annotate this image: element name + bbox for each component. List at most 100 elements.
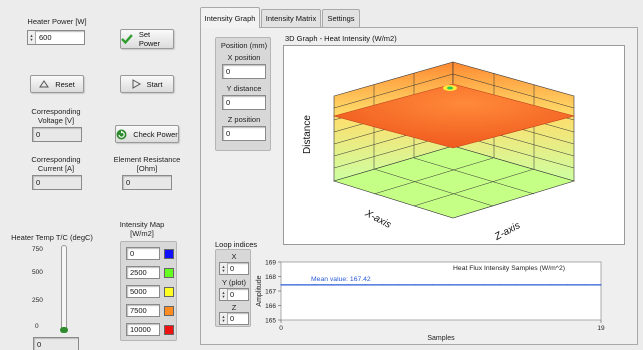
- current-label: Corresponding Current [A]: [20, 155, 92, 173]
- data-point: [482, 284, 484, 286]
- y-axis-label: Amplitude: [256, 275, 263, 306]
- tab-intensity-graph[interactable]: Intensity Graph: [200, 7, 260, 28]
- check-icon: [121, 34, 133, 44]
- temp-tick: 750: [32, 246, 43, 253]
- y-tick-label: 167: [265, 288, 276, 295]
- samples-chart[interactable]: 169 168 167 166 165 0 19 Heat Flux Intensity Sa…: [253, 254, 637, 344]
- voltage-indicator: 0: [32, 127, 82, 142]
- data-point: [398, 284, 400, 286]
- map-color-4[interactable]: [164, 325, 174, 335]
- data-point: [280, 284, 282, 286]
- tab-settings[interactable]: Settings: [322, 9, 360, 27]
- x-axis-label: Samples: [427, 335, 455, 342]
- intensity-map-label-line2: [W/m2]: [130, 229, 154, 238]
- y-tick-label: 166: [265, 303, 276, 310]
- map-value-0[interactable]: 0: [126, 247, 160, 260]
- data-point: [583, 284, 585, 286]
- tab-panel: Position (mm) X position 0 Y distance 0 …: [200, 27, 638, 345]
- data-point: [381, 284, 383, 286]
- start-button[interactable]: Start: [120, 75, 174, 93]
- temp-tick: 500: [32, 269, 43, 276]
- x-position-input[interactable]: 0: [222, 64, 266, 79]
- spinner-icon[interactable]: ▲ ▼: [28, 31, 36, 44]
- data-point: [297, 284, 299, 286]
- mean-annotation: Mean value: 167.42: [311, 276, 371, 283]
- heater-power-label: Heater Power [W]: [27, 17, 87, 26]
- data-point: [448, 284, 451, 286]
- intensity-map-legend: 0 2500 5000 7500 10000: [120, 241, 177, 341]
- check-power-button[interactable]: Check Power: [115, 125, 179, 143]
- heater-temp-label: Heater Temp T/C (degC): [11, 233, 93, 242]
- map-color-2[interactable]: [164, 287, 174, 297]
- intensity-surface: [332, 83, 576, 149]
- play-icon: [132, 79, 141, 89]
- data-point: [347, 284, 349, 286]
- intensity-map-label: Intensity Map [W/m2]: [110, 220, 174, 238]
- z-position-label: Z position: [227, 115, 261, 124]
- thermometer-bulb: [60, 327, 68, 333]
- data-point: [600, 284, 602, 286]
- current-label-line1: Corresponding: [31, 155, 81, 164]
- set-power-label: Set Power: [138, 30, 161, 48]
- heater-power-input[interactable]: ▲ ▼ 600: [27, 30, 85, 45]
- data-point: [465, 284, 467, 286]
- resistance-label-line1: Element Resistance: [113, 155, 181, 164]
- loop-z-input[interactable]: ▲ ▼ 0: [219, 312, 249, 325]
- x-tick-label: 19: [597, 325, 605, 332]
- data-point: [499, 284, 501, 286]
- resistance-label-line2: [Ohm]: [136, 164, 158, 173]
- x-position-label: X position: [227, 53, 261, 62]
- reset-label: Reset: [55, 79, 75, 89]
- temp-tick: 250: [32, 297, 43, 304]
- data-point: [330, 284, 333, 286]
- data-point: [431, 284, 434, 286]
- map-color-3[interactable]: [164, 306, 174, 316]
- temp-scale: 750 500 250 0: [28, 243, 78, 343]
- reset-button[interactable]: Reset: [30, 75, 84, 93]
- voltage-label-line1: Corresponding: [31, 107, 81, 116]
- map-value-3[interactable]: 7500: [126, 304, 160, 317]
- data-point: [533, 284, 535, 286]
- thermometer-tube: [61, 245, 67, 331]
- loop-x-value: 0: [230, 264, 235, 273]
- voltage-label: Corresponding Voltage [V]: [20, 107, 92, 125]
- graph3d-svg: [332, 61, 576, 219]
- map-value-2[interactable]: 5000: [126, 285, 160, 298]
- triangle-up-icon: [39, 80, 50, 88]
- loop-x-input[interactable]: ▲ ▼ 0: [219, 262, 249, 275]
- heater-power-value: 600: [39, 33, 52, 42]
- graph3d-plot[interactable]: Distance X-axis Z-axis: [283, 45, 625, 245]
- spinner-icon[interactable]: ▲ ▼: [220, 263, 228, 274]
- data-point: [549, 284, 552, 286]
- temp-indicator: 0: [33, 337, 79, 350]
- loop-y-label: Y (plot): [221, 278, 247, 287]
- z-position-input[interactable]: 0: [222, 126, 266, 141]
- floor: [332, 145, 576, 219]
- hotspot-core: [447, 86, 453, 90]
- map-value-4[interactable]: 10000: [126, 323, 160, 336]
- loop-y-input[interactable]: ▲ ▼ 0: [219, 288, 249, 301]
- data-point: [566, 284, 568, 286]
- spinner-icon[interactable]: ▲ ▼: [220, 313, 228, 324]
- map-value-1[interactable]: 2500: [126, 266, 160, 279]
- tab-intensity-matrix[interactable]: Intensity Matrix: [261, 9, 321, 27]
- map-color-0[interactable]: [164, 249, 174, 259]
- graph3d-y-axis-label: Distance: [302, 115, 313, 154]
- current-indicator: 0: [32, 175, 82, 190]
- graph3d-title: 3D Graph - Heat Intensity (W/m2): [285, 34, 397, 43]
- y-tick-label: 165: [265, 317, 276, 324]
- start-label: Start: [146, 79, 163, 89]
- data-point: [415, 284, 417, 286]
- data-point: [314, 284, 316, 286]
- y-tick-label: 169: [265, 259, 276, 266]
- map-color-1[interactable]: [164, 268, 174, 278]
- resistance-label: Element Resistance [Ohm]: [105, 155, 189, 173]
- y-distance-input[interactable]: 0: [222, 95, 266, 110]
- current-label-line2: Current [A]: [37, 164, 75, 173]
- voltage-label-line2: Voltage [V]: [37, 116, 75, 125]
- refresh-icon: [116, 129, 127, 139]
- set-power-button[interactable]: Set Power: [120, 29, 174, 49]
- loop-indices-title: Loop indices: [215, 240, 258, 249]
- spinner-icon[interactable]: ▲ ▼: [220, 289, 228, 300]
